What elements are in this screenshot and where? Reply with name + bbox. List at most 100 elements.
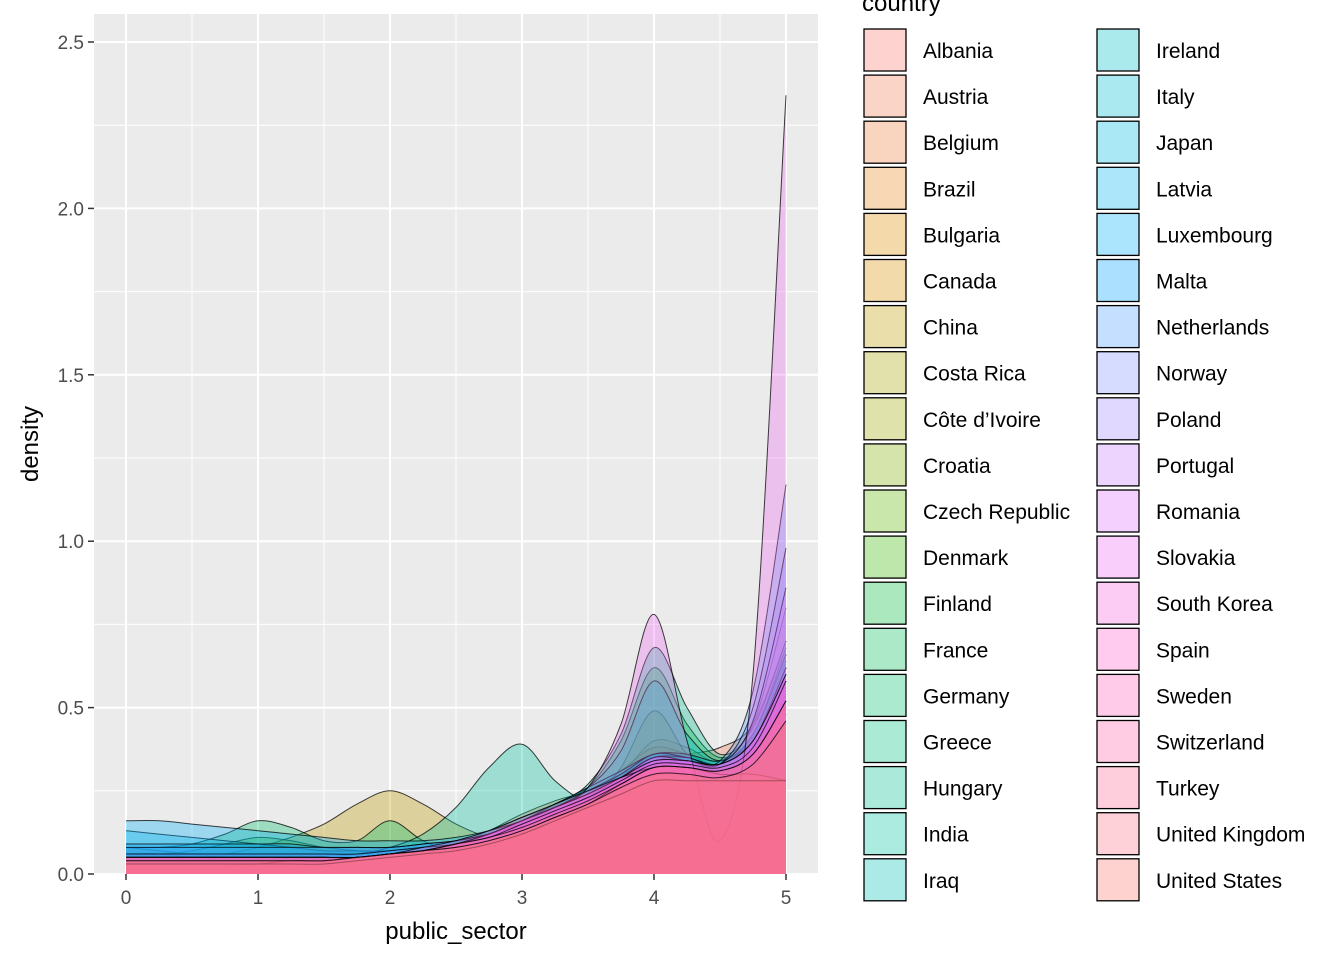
legend-label-italy: Italy [1156, 86, 1195, 109]
y-tick-label: 2.5 [58, 33, 84, 54]
density-area-switzerland [126, 700, 786, 874]
legend-key-united-states [1096, 858, 1140, 902]
legend-label-brazil: Brazil [923, 178, 976, 201]
legend-label-china: China [923, 317, 978, 340]
y-tick-label: 0.0 [58, 865, 84, 886]
density-area-romania [126, 674, 786, 874]
legend-key-slovakia [1096, 535, 1140, 579]
legend-label-canada: Canada [923, 271, 997, 294]
legend-key-portugal [1096, 443, 1140, 487]
density-area-ireland [126, 654, 786, 874]
legend-key-denmark [863, 535, 907, 579]
density-area-austria [126, 641, 786, 874]
density-area-turkey [126, 779, 786, 874]
legend-key-spain [1096, 627, 1140, 671]
density-area-malta [126, 694, 786, 874]
legend-key-costa-rica [863, 351, 907, 395]
density-area-portugal [126, 587, 786, 874]
y-axis-ticks: 0.0 0.5 1.0 1.5 2.0 2.5 [58, 33, 94, 886]
legend-label-switzerland: Switzerland [1156, 732, 1265, 755]
legend-label-finland: Finland [923, 593, 992, 616]
legend-title: country [862, 0, 941, 17]
legend-label-spain: Spain [1156, 639, 1210, 662]
legend-label-netherlands: Netherlands [1156, 317, 1269, 340]
legend-key-canada [863, 258, 907, 303]
y-axis-title: density [17, 406, 44, 482]
y-tick-label: 0.5 [58, 699, 84, 720]
legend-key-south-korea [1096, 581, 1140, 625]
y-tick-label: 1.0 [58, 532, 84, 553]
legend-label-czech-republic: Czech Republic [923, 501, 1070, 524]
grid-lines [94, 14, 818, 875]
density-area-china [126, 700, 786, 874]
density-area-c-te-d-ivoire [126, 772, 786, 874]
density-area-sweden [126, 681, 786, 874]
legend-key-netherlands [1096, 304, 1140, 349]
density-area-poland [126, 667, 786, 874]
legend-key-czech-republic [863, 489, 907, 533]
legend-label-greece: Greece [923, 732, 992, 755]
legend-key-china [863, 304, 907, 349]
density-area-latvia [126, 667, 786, 874]
legend-label-united-states: United States [1156, 870, 1282, 893]
density-line-netherlands [126, 484, 787, 849]
legend-key-albania [863, 28, 907, 72]
legend-label-poland: Poland [1156, 409, 1221, 432]
legend-label-c-te-d-ivoire: Côte d’Ivoire [923, 409, 1041, 432]
legend-key-luxembourg [1096, 212, 1140, 257]
legend-key-brazil [863, 166, 907, 210]
density-line-united-kingdom [125, 700, 787, 859]
legend-key-norway [1096, 351, 1140, 395]
x-tick-label: 3 [517, 888, 528, 909]
legend-key-greece [863, 719, 907, 764]
legend-label-bulgaria: Bulgaria [923, 224, 1000, 247]
legend-key-austria [863, 74, 907, 118]
legend-key-france [863, 627, 907, 671]
legend-label-belgium: Belgium [923, 132, 999, 155]
density-line-turkey [125, 779, 786, 865]
density-area-south-korea [126, 674, 786, 874]
density-area-denmark [126, 661, 786, 874]
legend-label-united-kingdom: United Kingdom [1156, 824, 1305, 847]
density-area-albania [126, 714, 786, 874]
legend-label-south-korea: South Korea [1156, 593, 1273, 616]
x-tick-label: 0 [121, 888, 132, 909]
density-area-belgium [126, 607, 786, 874]
density-area-france [126, 654, 786, 874]
legend-key-japan [1096, 120, 1140, 164]
x-axis-ticks: 0 1 2 3 4 5 [121, 874, 792, 909]
density-area-canada [126, 681, 786, 874]
legend-label-costa-rica: Costa Rica [923, 363, 1026, 386]
legend-label-croatia: Croatia [923, 455, 991, 478]
legend-label-slovakia: Slovakia [1156, 547, 1236, 570]
legend-key-iraq [863, 858, 907, 902]
density-area-greece [126, 700, 786, 874]
density-areas [125, 95, 787, 874]
density-area-bulgaria [126, 654, 786, 874]
legend-label-austria: Austria [923, 86, 989, 109]
legend-key-finland [863, 581, 907, 625]
y-tick-label: 2.0 [58, 199, 84, 220]
density-area-luxembourg [126, 707, 786, 874]
density-area-czech-republic [126, 674, 786, 874]
legend-key-poland [1096, 397, 1140, 441]
legend-key-ireland [1096, 28, 1140, 72]
legend-label-portugal: Portugal [1156, 455, 1234, 478]
density-area-india [126, 724, 786, 874]
density-area-japan [126, 681, 786, 874]
legend: Albania Austria Belgium Brazil Bulgaria Canad… [863, 28, 1305, 902]
legend-key-malta [1096, 258, 1140, 303]
legend-label-france: France [923, 639, 988, 662]
legend-key-turkey [1096, 765, 1140, 810]
legend-label-luxembourg: Luxembourg [1156, 224, 1273, 247]
x-tick-label: 5 [781, 888, 792, 909]
legend-label-germany: Germany [923, 685, 1010, 708]
x-tick-label: 4 [649, 888, 660, 909]
legend-key-c-te-d-ivoire [863, 397, 907, 441]
legend-label-iraq: Iraq [923, 870, 959, 893]
legend-key-united-kingdom [1096, 812, 1140, 856]
density-area-netherlands [126, 484, 786, 874]
density-line-united-states [126, 720, 787, 862]
density-area-united-states [126, 720, 786, 874]
